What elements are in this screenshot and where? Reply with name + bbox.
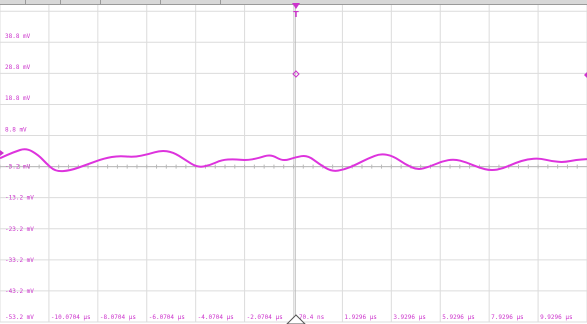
- toolbar-segment[interactable]: [160, 0, 221, 4]
- x-tick-label: -10.0704 µs: [51, 314, 91, 321]
- ground-marker-icon[interactable]: [0, 150, 4, 156]
- y-tick-label: -3.2 mV: [5, 164, 31, 171]
- y-tick-label: 28.8 mV: [5, 64, 31, 71]
- x-axis-labels: -10.0704 µs -8.0704 µs -6.0704 µs -4.0704 µ…: [51, 314, 573, 321]
- trigger-label: T: [293, 10, 299, 19]
- trigger-arrow-icon[interactable]: [292, 3, 300, 9]
- x-tick-label: 3.9296 µs: [393, 314, 426, 321]
- toolbar-segment[interactable]: [0, 0, 26, 4]
- waveform-trace: [0, 148, 587, 173]
- y-tick-label: 38.8 mV: [5, 33, 31, 40]
- toolbar-segment[interactable]: [25, 0, 61, 4]
- y-tick-label: -53.2 mV: [5, 314, 34, 321]
- y-tick-label: 8.8 mV: [5, 126, 27, 133]
- x-tick-label: -2.0704 µs: [247, 314, 284, 321]
- x-tick-label: 9.9296 µs: [540, 314, 573, 321]
- y-tick-label: -13.2 mV: [5, 195, 34, 202]
- x-tick-label: 5.9296 µs: [442, 314, 475, 321]
- trigger-level-diamond-icon[interactable]: [292, 70, 300, 78]
- x-tick-label: 1.9296 µs: [344, 314, 377, 321]
- x-tick-label: -4.0704 µs: [198, 314, 235, 321]
- y-tick-label: 18.8 mV: [5, 95, 31, 102]
- x-tick-label: 7.9296 µs: [491, 314, 524, 321]
- y-tick-label: -43.2 mV: [5, 288, 34, 295]
- y-axis-labels: 38.8 mV 28.8 mV 18.8 mV 8.8 mV -3.2 mV -13.2 …: [5, 33, 34, 321]
- x-tick-label: -8.0704 µs: [100, 314, 137, 321]
- right-edge-marker-icon: [584, 72, 587, 78]
- toolbar-segment[interactable]: [60, 0, 101, 4]
- x-tick-label: -6.0704 µs: [149, 314, 186, 321]
- toolbar-segment[interactable]: [100, 0, 161, 4]
- y-tick-label: -23.2 mV: [5, 226, 34, 233]
- x-tick-label: 70.4 ns: [299, 314, 325, 321]
- y-tick-label: -33.2 mV: [5, 257, 34, 264]
- time-origin-marker-icon[interactable]: [286, 314, 306, 324]
